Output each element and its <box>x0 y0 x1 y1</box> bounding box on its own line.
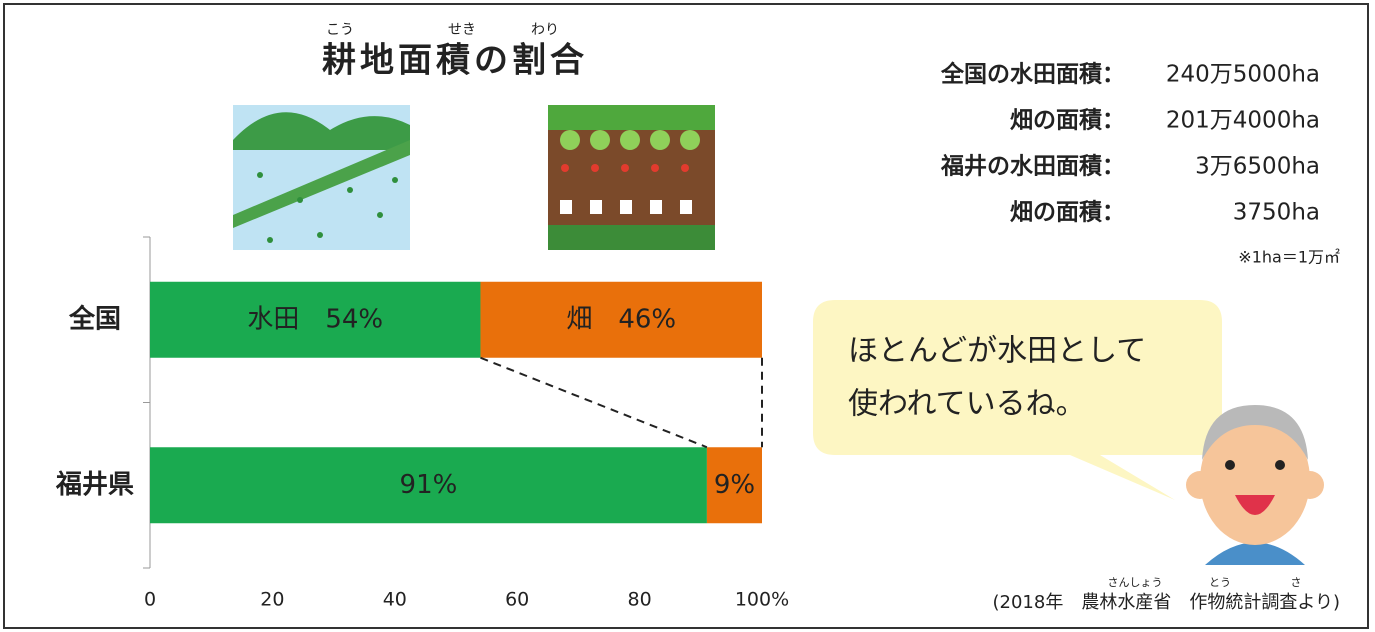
x-tick-label: 40 <box>383 589 407 611</box>
connector <box>480 356 708 449</box>
speech-bubble: ほとんどが水田として 使われているね。 <box>813 300 1222 500</box>
x-tick-label: 80 <box>628 589 652 611</box>
stat-label: 畑の面積： <box>1010 200 1125 226</box>
data-label: 畑 46% <box>566 304 676 334</box>
chart-title: 耕地面積の割合 <box>322 41 588 81</box>
stat-value: 3万6500ha <box>1195 154 1320 180</box>
stat-label: 福井の水田面積： <box>940 154 1125 180</box>
stat-value: 240万5000ha <box>1166 62 1320 88</box>
category-label: 全国 <box>68 303 121 334</box>
bar-segment <box>480 281 762 358</box>
bar-segment <box>150 447 707 524</box>
data-label: 水田 54% <box>247 304 383 334</box>
x-tick-label: 0 <box>144 589 156 611</box>
frame <box>3 3 1369 629</box>
ruby: せき <box>448 22 476 38</box>
source: (2018年 農林水産省 作物統計調査より) <box>993 592 1341 613</box>
speech-text: ほとんどが水田として <box>848 334 1146 369</box>
ruby: とう <box>1209 576 1231 589</box>
vegetable-field-illustration <box>548 105 715 250</box>
category-label: 福井県 <box>55 470 134 500</box>
data-label: 9% <box>714 470 755 500</box>
ruby: さんしょう <box>1108 576 1163 589</box>
x-tick-label: 20 <box>260 589 284 611</box>
stat-value: 3750ha <box>1233 200 1320 226</box>
x-tick-label: 60 <box>505 589 529 611</box>
stat-label: 畑の面積： <box>1010 108 1125 134</box>
speech-text: 使われているね。 <box>848 387 1086 422</box>
person-illustration <box>1186 405 1324 565</box>
rice-field-illustration <box>233 105 410 250</box>
x-tick-label: 100% <box>735 589 789 611</box>
bar-segment <box>150 281 481 358</box>
data-label: 91% <box>400 470 458 500</box>
bar-segment <box>706 447 762 524</box>
ruby: こう <box>326 22 354 38</box>
stat-label: 全国の水田面積： <box>940 61 1125 88</box>
note: ※1ha＝1万㎡ <box>1238 248 1340 267</box>
ruby: さ <box>1291 576 1302 589</box>
stat-value: 201万4000ha <box>1166 108 1320 134</box>
ruby: わり <box>531 22 559 38</box>
